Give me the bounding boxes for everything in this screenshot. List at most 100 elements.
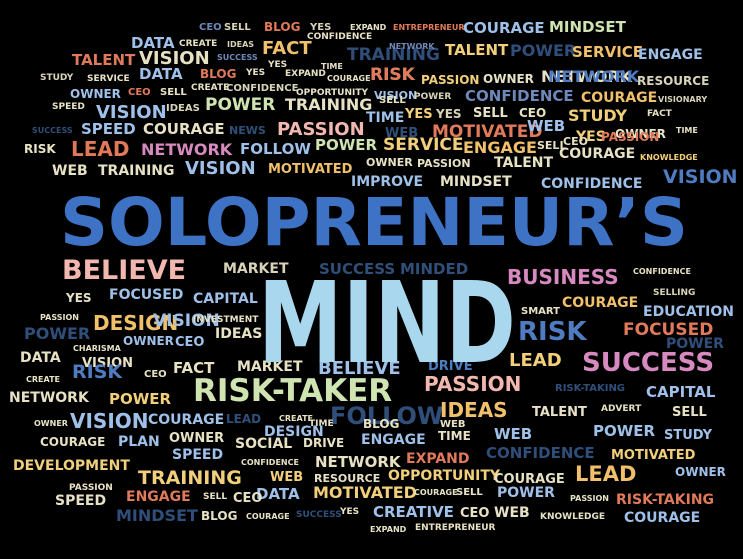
cloud-word-ceo: CEO bbox=[199, 22, 222, 33]
cloud-word-passion: PASSION bbox=[424, 372, 522, 396]
cloud-word-courage: COURAGE bbox=[148, 412, 225, 428]
cloud-word-mindset: MINDSET bbox=[440, 174, 512, 190]
cloud-word-yes: YES bbox=[405, 107, 433, 122]
cloud-word-passion: PASSION bbox=[417, 157, 471, 170]
cloud-word-ceo: CEO bbox=[563, 135, 588, 148]
cloud-word-motivated: MOTIVATED bbox=[268, 162, 353, 177]
cloud-word-service: SERVICE bbox=[87, 74, 130, 84]
cloud-word-ceo: CEO bbox=[233, 491, 263, 506]
cloud-word-web: WEB bbox=[494, 425, 533, 443]
cloud-word-ideas: IDEAS bbox=[227, 40, 255, 49]
cloud-word-ideas: IDEAS bbox=[440, 398, 508, 422]
cloud-word-web: WEB bbox=[385, 126, 419, 141]
cloud-word-vision: VISION bbox=[663, 166, 738, 188]
cloud-word-plan: PLAN bbox=[118, 434, 160, 450]
cloud-word-ceo: CEO bbox=[128, 87, 151, 98]
cloud-word-opportunity: OPPORTUNITY bbox=[388, 468, 501, 484]
cloud-word-vision: VISION bbox=[153, 311, 220, 331]
cloud-word-courage: COURAGE bbox=[327, 74, 371, 83]
cloud-word-courage: COURAGE bbox=[40, 435, 106, 449]
cloud-word-sell: SELL bbox=[537, 139, 567, 152]
cloud-word-lead: LEAD bbox=[509, 350, 562, 371]
cloud-word-data: DATA bbox=[131, 34, 175, 52]
cloud-word-courage: COURAGE bbox=[246, 512, 290, 521]
cloud-word-selling: SELLING bbox=[653, 288, 696, 298]
cloud-word-follow: FOLLOW bbox=[240, 140, 311, 158]
cloud-word-design: DESIGN bbox=[264, 424, 324, 440]
cloud-word-confidence: CONFIDENCE bbox=[241, 458, 299, 467]
cloud-word-training: TRAINING bbox=[98, 163, 175, 179]
cloud-word-knowledge: KNOWLEDGE bbox=[540, 512, 605, 522]
cloud-title-solopreneurs: SOLOPRENEUR’S bbox=[60, 184, 688, 261]
cloud-word-business: BUSINESS bbox=[507, 265, 619, 289]
cloud-word-network: NETWORK bbox=[389, 42, 435, 51]
cloud-word-blog: BLOG bbox=[264, 20, 301, 34]
cloud-word-sell: SELL bbox=[160, 87, 187, 98]
cloud-word-confidence: CONFIDENCE bbox=[541, 176, 643, 192]
cloud-word-ceo: CEO bbox=[519, 106, 547, 120]
cloud-word-mindset: MINDSET bbox=[116, 506, 198, 525]
cloud-word-web: WEB bbox=[440, 419, 466, 430]
cloud-word-data: DATA bbox=[256, 485, 300, 503]
cloud-word-believe: BELIEVE bbox=[62, 255, 187, 286]
cloud-word-risk-taking: RISK-TAKING bbox=[616, 492, 715, 508]
cloud-word-yes: YES bbox=[268, 60, 288, 70]
cloud-word-yes: YES bbox=[576, 129, 606, 145]
cloud-word-lead: LEAD bbox=[575, 462, 637, 486]
cloud-word-resource: RESOURCE bbox=[637, 74, 710, 88]
cloud-word-yes: YES bbox=[340, 507, 360, 517]
cloud-word-ceo: CEO bbox=[460, 506, 490, 521]
cloud-word-success: SUCCESS bbox=[582, 348, 715, 378]
cloud-word-risk: RISK bbox=[518, 317, 587, 347]
cloud-word-talent: TALENT bbox=[72, 51, 136, 69]
cloud-word-power: POWER bbox=[109, 390, 172, 408]
cloud-word-vision: VISION bbox=[185, 158, 256, 179]
cloud-word-expand: EXPAND bbox=[406, 451, 470, 467]
cloud-word-motivated: MOTIVATED bbox=[313, 483, 417, 502]
cloud-word-study: STUDY bbox=[568, 106, 628, 125]
cloud-word-time: TIME bbox=[676, 126, 698, 135]
cloud-word-courage: COURAGE bbox=[624, 510, 701, 526]
cloud-word-development: DEVELOPMENT bbox=[13, 458, 130, 474]
cloud-word-training: TRAINING bbox=[347, 45, 440, 65]
cloud-word-confidence: CONFIDENCE bbox=[226, 83, 299, 94]
cloud-word-yes: YES bbox=[246, 68, 266, 78]
cloud-word-training: TRAINING bbox=[285, 95, 373, 114]
cloud-word-ceo: CEO bbox=[144, 369, 167, 380]
cloud-word-courage: COURAGE bbox=[414, 488, 458, 497]
cloud-word-improve: IMPROVE bbox=[351, 174, 424, 190]
cloud-word-talent: TALENT bbox=[494, 155, 554, 171]
cloud-word-design: DESIGN bbox=[93, 311, 179, 335]
cloud-word-owner: OWNER bbox=[366, 156, 413, 169]
cloud-word-time: TIME bbox=[309, 419, 334, 429]
cloud-word-passion: PASSION bbox=[570, 494, 609, 503]
cloud-word-minded: MINDED bbox=[400, 260, 469, 278]
cloud-word-resource: RESOURCE bbox=[314, 472, 381, 485]
cloud-word-vision: VISION bbox=[70, 409, 149, 433]
cloud-word-create: CREATE bbox=[179, 39, 218, 49]
cloud-word-entrepreneur: ENTREPRENEUR bbox=[415, 523, 496, 533]
cloud-word-ideas: IDEAS bbox=[215, 326, 263, 342]
cloud-word-data: DATA bbox=[20, 350, 61, 366]
cloud-word-news: NEWS bbox=[229, 124, 266, 137]
cloud-word-speed: SPEED bbox=[172, 447, 224, 463]
cloud-word-courage: COURAGE bbox=[581, 90, 658, 106]
cloud-word-courage: COURAGE bbox=[494, 472, 565, 487]
cloud-word-owner: OWNER bbox=[483, 72, 534, 86]
cloud-word-social: SOCIAL bbox=[235, 436, 293, 452]
cloud-word-focused: FOCUSED bbox=[623, 320, 714, 340]
cloud-word-training: TRAINING bbox=[138, 467, 242, 489]
cloud-word-drive: DRIVE bbox=[303, 436, 345, 450]
cloud-word-confidence: CONFIDENCE bbox=[486, 444, 595, 462]
cloud-word-service: SERVICE bbox=[383, 135, 464, 155]
cloud-word-network: NETWORK bbox=[315, 453, 401, 471]
cloud-word-market: MARKET bbox=[237, 359, 303, 375]
cloud-word-owner: OWNER bbox=[123, 334, 174, 348]
cloud-word-service: SERVICE bbox=[572, 43, 644, 61]
cloud-word-engage: ENGAGE bbox=[638, 47, 703, 63]
cloud-word-web: WEB bbox=[527, 117, 566, 135]
cloud-word-power: POWER bbox=[497, 485, 555, 501]
cloud-word-create: CREATE bbox=[279, 414, 313, 423]
cloud-word-create: CREATE bbox=[26, 375, 60, 384]
cloud-word-advert: ADVERT bbox=[601, 404, 642, 414]
